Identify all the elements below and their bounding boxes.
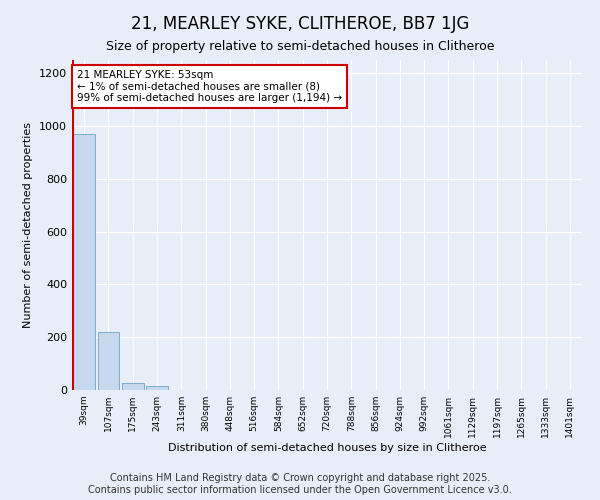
Bar: [97, 332, 119, 390]
Text: Contains HM Land Registry data © Crown copyright and database right 2025.
Contai: Contains HM Land Registry data © Crown c…: [88, 474, 512, 495]
Bar: [146, 386, 168, 390]
Text: Size of property relative to semi-detached houses in Clitheroe: Size of property relative to semi-detach…: [106, 40, 494, 53]
Text: 21 MEARLEY SYKE: 53sqm
← 1% of semi-detached houses are smaller (8)
99% of semi-: 21 MEARLEY SYKE: 53sqm ← 1% of semi-deta…: [77, 70, 342, 103]
Bar: [73, 134, 95, 390]
Text: 21, MEARLEY SYKE, CLITHEROE, BB7 1JG: 21, MEARLEY SYKE, CLITHEROE, BB7 1JG: [131, 15, 469, 33]
Bar: [122, 384, 143, 390]
X-axis label: Distribution of semi-detached houses by size in Clitheroe: Distribution of semi-detached houses by …: [167, 442, 487, 452]
Y-axis label: Number of semi-detached properties: Number of semi-detached properties: [23, 122, 34, 328]
